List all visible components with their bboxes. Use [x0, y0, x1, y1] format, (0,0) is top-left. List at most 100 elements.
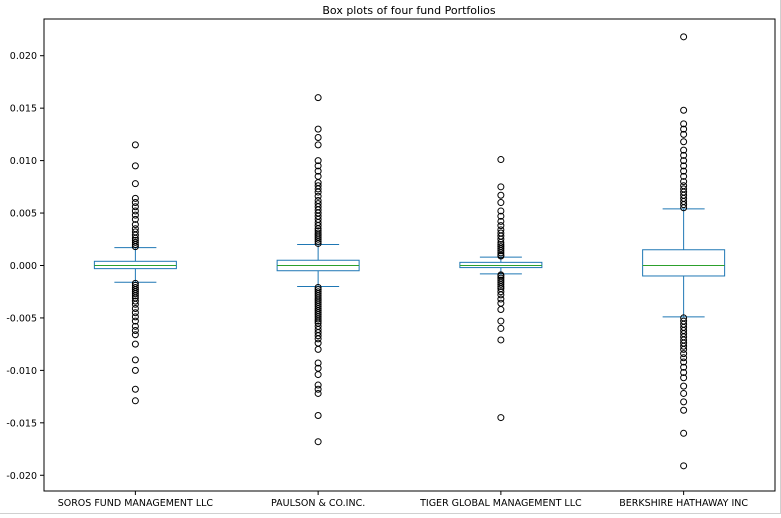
chart-title: Box plots of four fund Portfolios: [322, 4, 495, 17]
outlier-point: [680, 33, 688, 41]
box-iqr: [459, 261, 543, 269]
outlier-point: [131, 313, 139, 321]
outlier-point: [497, 280, 505, 288]
box-series: [93, 33, 726, 470]
y-tick-label: 0.015: [10, 104, 37, 115]
y-tick-label: -0.005: [6, 313, 37, 324]
outlier-point: [131, 290, 139, 298]
outlier-point: [680, 350, 688, 358]
outlier-point: [131, 215, 139, 223]
outlier-point: [131, 203, 139, 211]
outlier-point: [131, 309, 139, 317]
outlier-point: [497, 183, 505, 191]
outlier-point: [131, 221, 139, 229]
outlier-point: [314, 317, 322, 325]
outlier-point: [314, 229, 322, 237]
x-tick-label: BERKSHIRE HATHAWAY INC: [619, 498, 748, 509]
outlier-point: [680, 182, 688, 190]
outlier-point: [131, 322, 139, 330]
box-iqr: [642, 249, 726, 277]
outlier-point: [497, 414, 505, 422]
outlier-point: [680, 374, 688, 382]
outlier-point: [131, 207, 139, 215]
outlier-point: [131, 331, 139, 339]
y-tick-label: 0.000: [10, 261, 37, 272]
outlier-point: [131, 180, 139, 188]
outlier-point: [680, 382, 688, 390]
plot-area-frame: [43, 18, 776, 492]
outlier-point: [314, 172, 322, 180]
box-group: [459, 156, 543, 422]
outlier-point: [131, 225, 139, 233]
outlier-point: [131, 317, 139, 325]
outlier-point: [131, 199, 139, 207]
box-group: [642, 33, 726, 470]
box-group: [93, 141, 177, 405]
outlier-point: [497, 295, 505, 303]
outlier-point: [314, 94, 322, 102]
outlier-point: [680, 130, 688, 138]
outlier-point: [680, 398, 688, 406]
outlier-point: [314, 389, 322, 397]
x-tick-label: PAULSON & CO.INC.: [271, 498, 365, 509]
y-tick-label: 0.005: [10, 209, 37, 220]
outlier-point: [314, 134, 322, 142]
outlier-point: [680, 151, 688, 159]
outlier-point: [314, 371, 322, 379]
outlier-point: [680, 172, 688, 180]
outlier-point: [314, 192, 322, 200]
box-iqr: [93, 260, 177, 270]
y-axis: -0.020 -0.015 -0.010 -0.005 0.000 0.005 0.010 0…: [6, 51, 44, 482]
outlier-point: [497, 317, 505, 325]
y-tick-label: -0.015: [6, 418, 37, 429]
outlier-point: [680, 146, 688, 154]
outlier-point: [314, 411, 322, 419]
outlier-point: [131, 236, 139, 244]
outlier-point: [314, 196, 322, 204]
outlier-point: [497, 222, 505, 230]
outlier-point: [131, 356, 139, 364]
outlier-point: [131, 194, 139, 202]
outlier-point: [131, 300, 139, 308]
outlier-point: [314, 162, 322, 170]
outlier-point: [497, 299, 505, 307]
outlier-point: [680, 368, 688, 376]
outlier-point: [314, 167, 322, 175]
outlier-point: [497, 243, 505, 251]
outlier-point: [314, 125, 322, 133]
outlier-point: [314, 157, 322, 165]
outlier-point: [680, 157, 688, 165]
outlier-point: [314, 359, 322, 367]
outlier-point: [314, 227, 322, 235]
outlier-point: [497, 241, 505, 249]
x-tick-label: SOROS FUND MANAGEMENT LLC: [58, 498, 214, 509]
outlier-point: [314, 339, 322, 347]
outlier-point: [680, 185, 688, 193]
y-tick-label: 0.010: [10, 156, 37, 167]
outlier-point: [497, 306, 505, 314]
outlier-point: [680, 406, 688, 414]
box-group: [276, 94, 360, 446]
outlier-point: [314, 385, 322, 393]
outlier-point: [314, 200, 322, 208]
outlier-point: [497, 282, 505, 290]
outlier-point: [680, 462, 688, 470]
outlier-point: [680, 138, 688, 146]
outlier-point: [131, 162, 139, 170]
outlier-point: [680, 345, 688, 353]
outlier-point: [131, 366, 139, 374]
outlier-point: [680, 354, 688, 362]
x-tick-label: TIGER GLOBAL MANAGEMENT LLC: [419, 498, 582, 509]
outlier-point: [314, 335, 322, 343]
outlier-point: [314, 345, 322, 353]
outlier-point: [131, 397, 139, 405]
outlier-point: [314, 381, 322, 389]
outlier-point: [497, 207, 505, 215]
outlier-point: [497, 212, 505, 220]
outlier-point: [497, 229, 505, 237]
y-tick-label: -0.020: [6, 471, 37, 482]
outlier-point: [131, 385, 139, 393]
outlier-point: [314, 332, 322, 340]
outlier-point: [314, 438, 322, 446]
